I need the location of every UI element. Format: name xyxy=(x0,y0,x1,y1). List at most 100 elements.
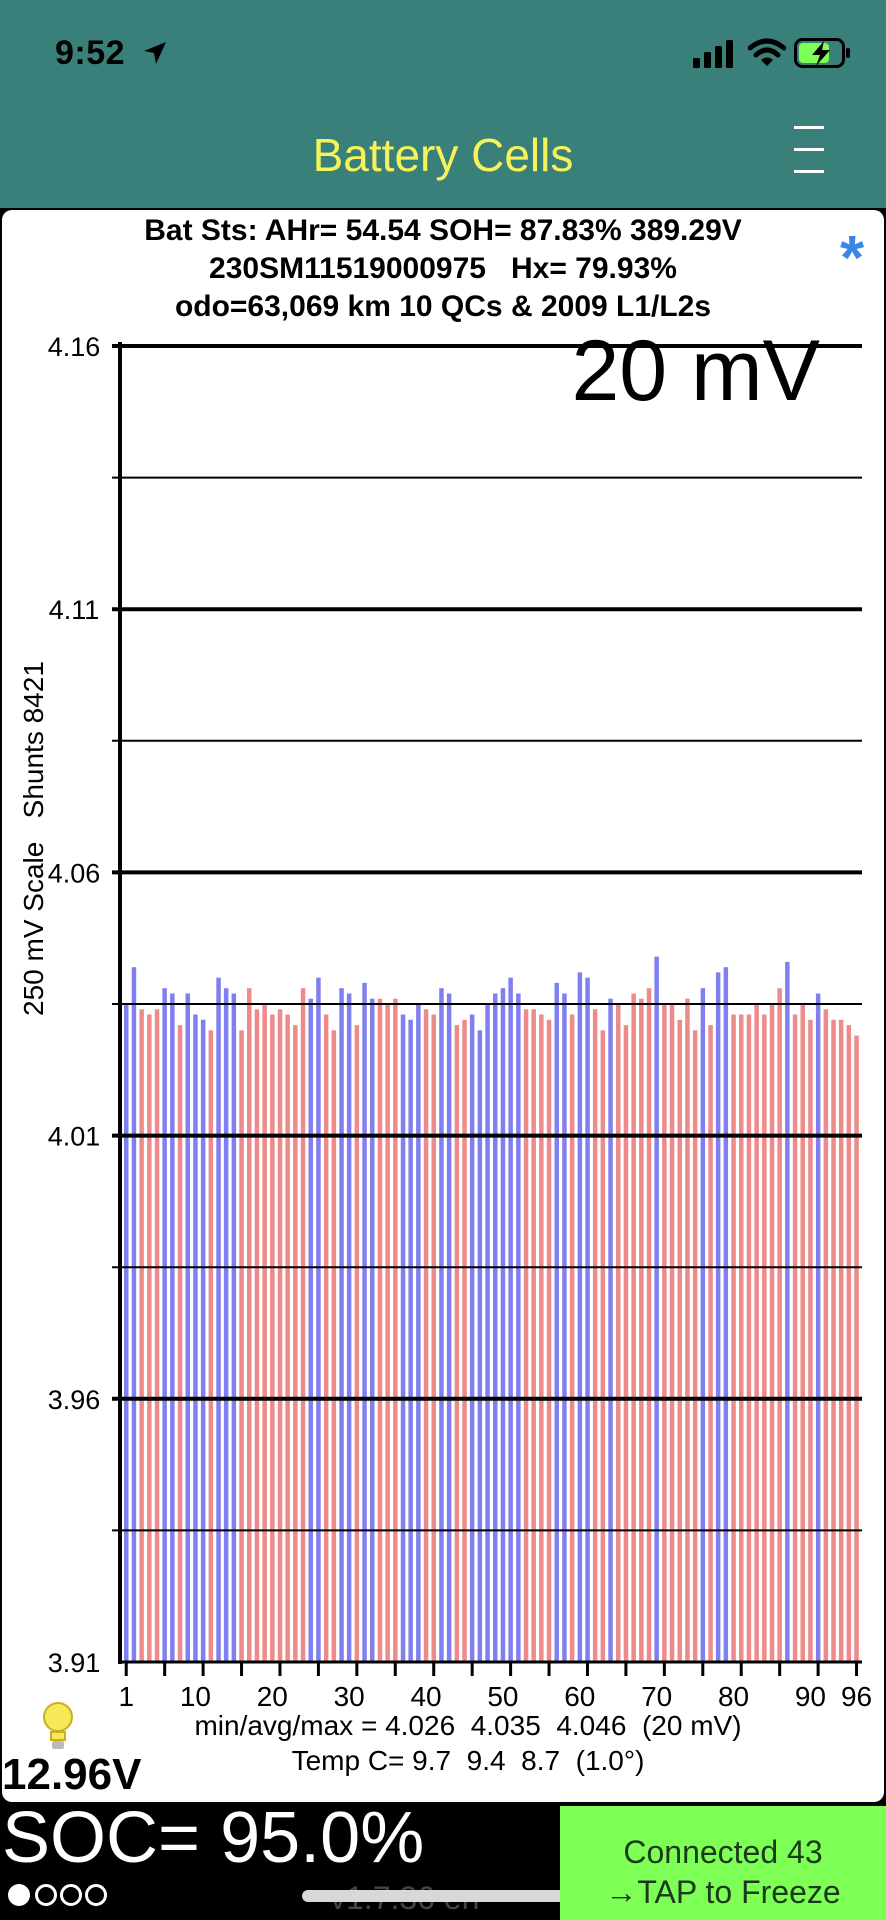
cells-panel[interactable]: Bat Sts: AHr= 54.54 SOH= 87.83% 389.29V … xyxy=(2,210,884,1802)
x-tick-label: 10 xyxy=(180,1681,211,1712)
refresh-asterisk-icon[interactable]: * xyxy=(840,224,865,293)
page-dots-icon[interactable] xyxy=(6,1882,116,1908)
wifi-icon xyxy=(748,38,786,66)
connect-freeze-button[interactable]: Connected 43 →TAP to Freeze xyxy=(560,1806,886,1920)
y-tick-label: 3.91 xyxy=(48,1648,101,1678)
cell-bar xyxy=(193,1014,198,1662)
cell-bar xyxy=(800,1004,805,1662)
cell-bar xyxy=(754,1004,759,1662)
y-tick-label: 4.01 xyxy=(48,1122,101,1152)
cell-bar xyxy=(200,1019,206,1662)
cell-bar xyxy=(354,1025,360,1662)
cell-bar xyxy=(346,993,352,1662)
x-tick-label: 20 xyxy=(257,1681,288,1712)
cell-bar xyxy=(677,1019,682,1662)
page-title: Battery Cells xyxy=(312,129,574,181)
lightbulb-icon[interactable] xyxy=(40,1700,76,1754)
temperature-stats: Temp C= 9.7 9.4 8.7 (1.0°) xyxy=(291,1745,645,1776)
cell-bar xyxy=(523,1009,529,1662)
cell-bar xyxy=(139,1009,144,1662)
cell-bar xyxy=(400,1014,406,1662)
cell-bar xyxy=(370,998,375,1662)
location-arrow-icon xyxy=(144,42,166,64)
hamburger-menu-icon[interactable] xyxy=(790,124,828,174)
cell-bar xyxy=(854,1035,859,1662)
cell-bar xyxy=(777,988,782,1662)
cell-bar xyxy=(623,1025,629,1662)
battery-status-line1: Bat Sts: AHr= 54.54 SOH= 87.83% 389.29V xyxy=(144,214,742,247)
cell-bar xyxy=(316,977,321,1662)
home-indicator[interactable] xyxy=(302,1890,602,1902)
x-tick-label: 50 xyxy=(487,1681,518,1712)
app-header: 9:52 Battery Cells xyxy=(0,0,886,208)
y-tick-label: 4.06 xyxy=(48,858,101,888)
cell-bar xyxy=(685,998,690,1662)
cell-bar xyxy=(231,993,237,1662)
cell-bar xyxy=(469,1014,475,1662)
cell-bar xyxy=(500,988,506,1662)
cell-bar xyxy=(431,1014,436,1662)
cell-voltage-chart: 4.16 4.11 4.06 4.01 3.96 3.91 1 10 20 30 40 50 60 70 8… xyxy=(48,332,872,1712)
cell-bar xyxy=(639,998,644,1662)
connect-status-label: Connected 43 xyxy=(623,1834,823,1870)
cell-bar xyxy=(208,1030,214,1662)
cell-bar xyxy=(585,977,590,1662)
aux-battery-voltage: 12.96V xyxy=(2,1750,142,1799)
x-tick-label: 60 xyxy=(564,1681,595,1712)
cell-bar xyxy=(562,993,567,1662)
cell-bar xyxy=(124,1004,129,1662)
cell-bar xyxy=(147,1014,152,1662)
cell-bar xyxy=(377,998,383,1662)
cell-bar xyxy=(708,1025,713,1662)
battery-charging-icon xyxy=(794,38,850,68)
cell-bar xyxy=(293,1025,298,1662)
cell-bar xyxy=(154,1009,160,1662)
cell-bar xyxy=(170,993,175,1662)
cell-bar xyxy=(339,988,344,1662)
cell-bar xyxy=(715,972,721,1662)
cell-bar xyxy=(177,1025,183,1662)
chart-scale-label: 20 mV xyxy=(571,323,820,419)
cell-bar xyxy=(300,988,306,1662)
cell-bar xyxy=(185,993,190,1662)
cell-bar xyxy=(485,1004,490,1662)
chart-vertical-label: 250 mV Scale Shunts 8421 xyxy=(18,661,49,1016)
cell-bar xyxy=(423,1009,429,1662)
x-tick-label: 70 xyxy=(641,1681,672,1712)
cell-bar xyxy=(769,1004,775,1662)
cell-bar xyxy=(746,1014,752,1662)
cell-bar xyxy=(131,967,137,1662)
cell-bar xyxy=(608,998,613,1662)
cell-bar xyxy=(446,993,452,1662)
cell-bar xyxy=(539,1014,544,1662)
cell-bar xyxy=(838,1019,844,1662)
cell-bar xyxy=(808,1019,813,1662)
y-tick-label: 4.11 xyxy=(49,595,100,625)
cell-bar xyxy=(731,1014,736,1662)
cell-bar xyxy=(600,1030,606,1662)
cell-bar xyxy=(723,967,729,1662)
cell-bar xyxy=(792,1014,798,1662)
cell-bar xyxy=(462,1019,467,1662)
x-tick-label: 40 xyxy=(410,1681,441,1712)
tap-to-freeze-label: →TAP to Freeze xyxy=(605,1874,841,1910)
cell-bar xyxy=(646,988,652,1662)
minmax-stats: min/avg/max = 4.026 4.035 4.046 (20 mV) xyxy=(194,1710,742,1741)
cell-bar xyxy=(823,1009,829,1662)
battery-status-line2: 230SM11519000975 Hx= 79.93% xyxy=(209,252,677,285)
cell-bar xyxy=(408,1019,413,1662)
cell-bar xyxy=(277,1009,283,1662)
cell-bar xyxy=(592,1009,598,1662)
cell-bar xyxy=(569,1014,575,1662)
x-tick-label: 90 xyxy=(795,1681,826,1712)
cell-bar xyxy=(162,988,167,1662)
cell-bar xyxy=(846,1025,852,1662)
cell-bar xyxy=(216,977,221,1662)
cell-bar xyxy=(692,1030,698,1662)
soc-readout: SOC= 95.0% xyxy=(2,1798,425,1878)
cell-bar xyxy=(831,1019,836,1662)
cell-bar xyxy=(477,1030,483,1662)
cell-bar xyxy=(654,956,659,1662)
cell-bar xyxy=(254,1009,260,1662)
cell-bar xyxy=(785,961,790,1662)
